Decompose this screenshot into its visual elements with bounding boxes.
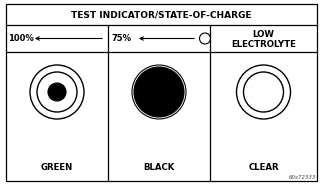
Circle shape bbox=[132, 65, 186, 119]
Circle shape bbox=[48, 83, 66, 101]
Text: LOW: LOW bbox=[253, 30, 275, 39]
Circle shape bbox=[236, 65, 290, 119]
Text: 75%: 75% bbox=[111, 34, 131, 43]
Text: TEST INDICATOR/STATE-OF-CHARGE: TEST INDICATOR/STATE-OF-CHARGE bbox=[71, 10, 252, 19]
Text: 60s72333: 60s72333 bbox=[289, 175, 316, 180]
Circle shape bbox=[37, 72, 77, 112]
Circle shape bbox=[244, 72, 284, 112]
Text: ELECTROLYTE: ELECTROLYTE bbox=[231, 40, 296, 49]
Circle shape bbox=[30, 65, 84, 119]
Text: GREEN: GREEN bbox=[41, 164, 73, 172]
Text: CLEAR: CLEAR bbox=[248, 164, 279, 172]
Circle shape bbox=[134, 67, 184, 117]
Text: BLACK: BLACK bbox=[143, 164, 175, 172]
Circle shape bbox=[200, 33, 211, 44]
Text: 100%: 100% bbox=[8, 34, 34, 43]
